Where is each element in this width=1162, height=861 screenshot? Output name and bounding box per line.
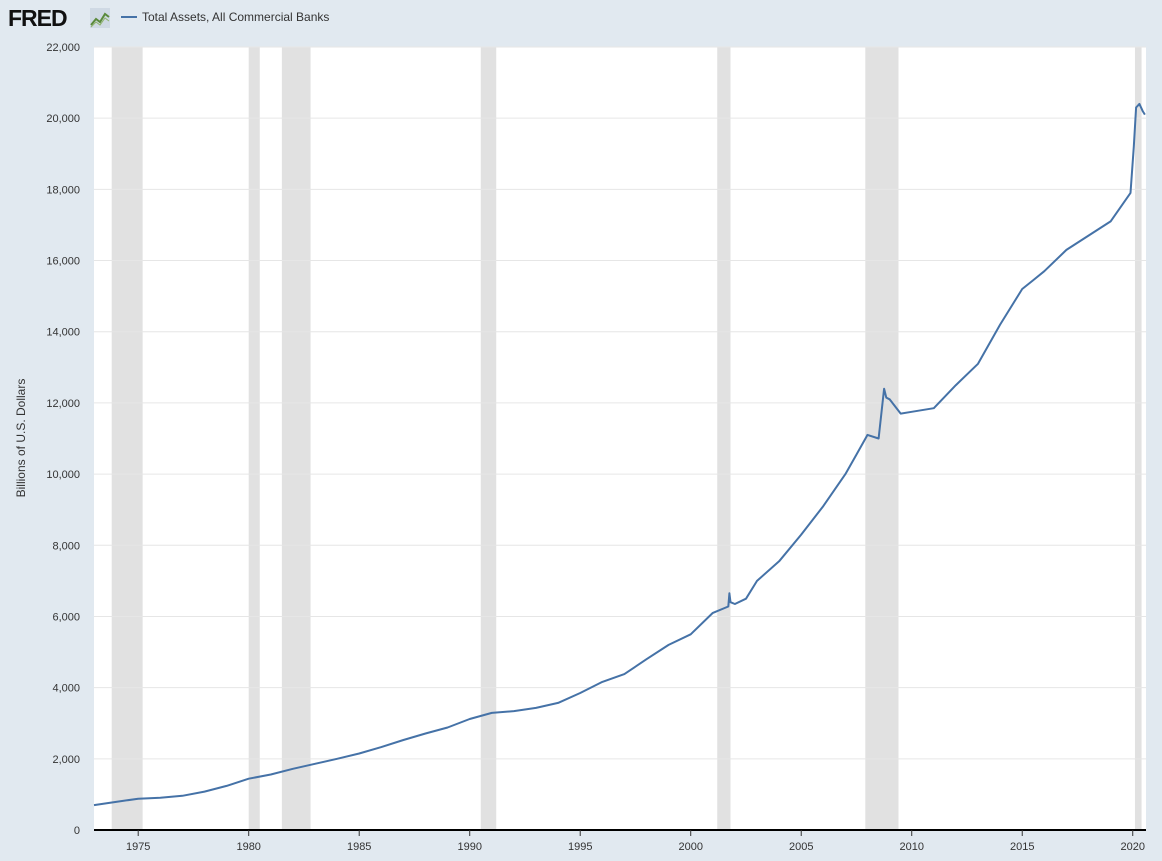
y-tick-label-10000: 10,000 xyxy=(46,469,80,481)
y-tick-label-18000: 18,000 xyxy=(46,184,80,196)
x-axis-ticks: 1975 1980 1985 1990 1995 2000 2005 2010 2015 2020 xyxy=(126,830,1145,853)
recession-band-6 xyxy=(1134,47,1142,830)
y-tick-label-8000: 8,000 xyxy=(52,540,80,552)
y-axis-ticks: 0 2,000 4,000 6,000 8,000 10,000 12,000 14,000 1… xyxy=(46,42,80,837)
gridlines xyxy=(94,46,1146,760)
fred-chart-icon xyxy=(90,8,110,28)
x-tick-label-2010: 2010 xyxy=(899,841,923,853)
fred-logo-text: FRED xyxy=(8,5,67,31)
y-axis-label: Billions of U.S. Dollars xyxy=(14,379,28,498)
y-tick-label-6000: 6,000 xyxy=(52,611,80,623)
x-tick-label-2020: 2020 xyxy=(1120,841,1144,853)
fred-logo[interactable]: FRED xyxy=(8,5,110,31)
x-tick-label-2005: 2005 xyxy=(789,841,813,853)
plot-area xyxy=(94,47,1146,830)
x-tick-label-1990: 1990 xyxy=(457,841,481,853)
recession-band-1 xyxy=(248,47,260,830)
series-line-0[interactable] xyxy=(93,102,1146,807)
y-tick-label-16000: 16,000 xyxy=(46,256,80,268)
recession-band-5 xyxy=(865,47,899,830)
y-tick-label-12000: 12,000 xyxy=(46,398,80,410)
y-tick-label-4000: 4,000 xyxy=(52,683,80,695)
legend-series-name: Total Assets, All Commercial Banks xyxy=(142,10,329,24)
y-tick-label-0: 0 xyxy=(74,825,80,837)
recession-band-2 xyxy=(281,47,311,830)
x-tick-label-1975: 1975 xyxy=(126,841,150,853)
y-tick-label-20000: 20,000 xyxy=(46,113,80,125)
recession-bands xyxy=(111,47,1142,830)
x-tick-label-2000: 2000 xyxy=(678,841,702,853)
y-tick-label-2000: 2,000 xyxy=(52,754,80,766)
y-tick-label-14000: 14,000 xyxy=(46,327,80,339)
x-tick-label-1985: 1985 xyxy=(347,841,371,853)
recession-band-3 xyxy=(480,47,497,830)
y-tick-label-22000: 22,000 xyxy=(46,42,80,54)
recession-band-0 xyxy=(111,47,143,830)
x-tick-label-1995: 1995 xyxy=(568,841,592,853)
x-tick-label-1980: 1980 xyxy=(236,841,260,853)
series-layer xyxy=(93,102,1146,807)
legend: Total Assets, All Commercial Banks xyxy=(121,10,329,24)
recession-band-4 xyxy=(717,47,731,830)
x-tick-label-2015: 2015 xyxy=(1010,841,1034,853)
